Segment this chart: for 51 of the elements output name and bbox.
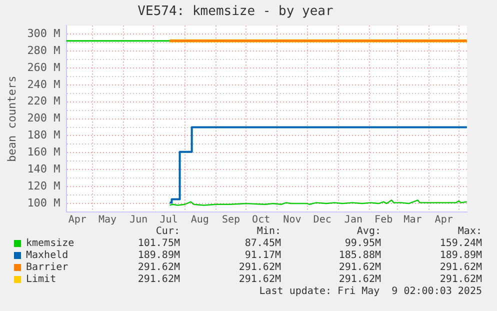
text: 291.62M — [136, 262, 180, 273]
x-tick-label: Nov — [283, 214, 302, 226]
x-tick-label: Jul — [160, 214, 178, 226]
x-tick-label: Feb — [374, 214, 393, 226]
text: Min: — [256, 226, 281, 237]
y-tick-label: 240 M — [27, 78, 61, 91]
text: 291.62M — [438, 262, 482, 273]
text: 291.62M — [238, 262, 281, 273]
text: 91.17M — [244, 250, 281, 261]
text: 291.62M — [338, 274, 381, 285]
text: 99.95M — [344, 238, 381, 249]
text: Last update: Fri May 9 02:00:03 2025 — [258, 286, 482, 297]
text: Cur: — [154, 226, 180, 237]
x-tick-label: May — [98, 214, 117, 226]
x-tick-label: Sep — [222, 214, 240, 226]
y-tick-label: 120 M — [27, 179, 61, 192]
x-tick-label: Apr — [68, 214, 86, 226]
text: 189.89M — [136, 250, 180, 261]
x-tick-label: Mar — [404, 214, 422, 226]
y-tick-label: 280 M — [27, 44, 61, 57]
legend-label: Limit — [26, 274, 56, 285]
text: 159.24M — [438, 238, 482, 249]
x-tick-label: Aug — [190, 214, 209, 226]
text: 291.62M — [136, 274, 180, 285]
x-tick-label: Dec — [313, 214, 332, 226]
x-tick-label: Jan — [344, 214, 362, 226]
text: Max: — [456, 226, 482, 237]
y-axis-title: bean counters — [5, 76, 18, 162]
y-tick-label: 300 M — [27, 26, 61, 40]
legend-label: Barrier — [26, 262, 68, 273]
y-tick-label: 220 M — [27, 94, 61, 108]
text: 291.62M — [338, 262, 381, 273]
legend-label: Maxheld — [26, 250, 68, 261]
text: Avg: — [356, 226, 381, 237]
chart-title: VE574: kmemsize - by year — [138, 4, 334, 20]
text: 87.45M — [244, 238, 281, 249]
text: 101.75M — [136, 238, 180, 249]
text: 185.88M — [338, 250, 381, 261]
x-tick-label: Oct — [252, 214, 270, 226]
x-tick-label: Apr — [434, 214, 453, 226]
y-tick-label: 260 M — [27, 60, 61, 74]
text: 291.62M — [238, 274, 281, 285]
x-tick-label: Jun — [130, 214, 148, 226]
y-tick-label: 180 M — [27, 128, 61, 142]
y-tick-label: 100 M — [27, 196, 61, 210]
legend-label: kmemsize — [26, 238, 74, 249]
text: 189.89M — [438, 250, 482, 261]
text: 291.62M — [438, 274, 482, 285]
y-tick-label: 200 M — [27, 112, 61, 125]
y-tick-label: 140 M — [27, 162, 61, 176]
y-tick-label: 160 M — [27, 146, 61, 159]
